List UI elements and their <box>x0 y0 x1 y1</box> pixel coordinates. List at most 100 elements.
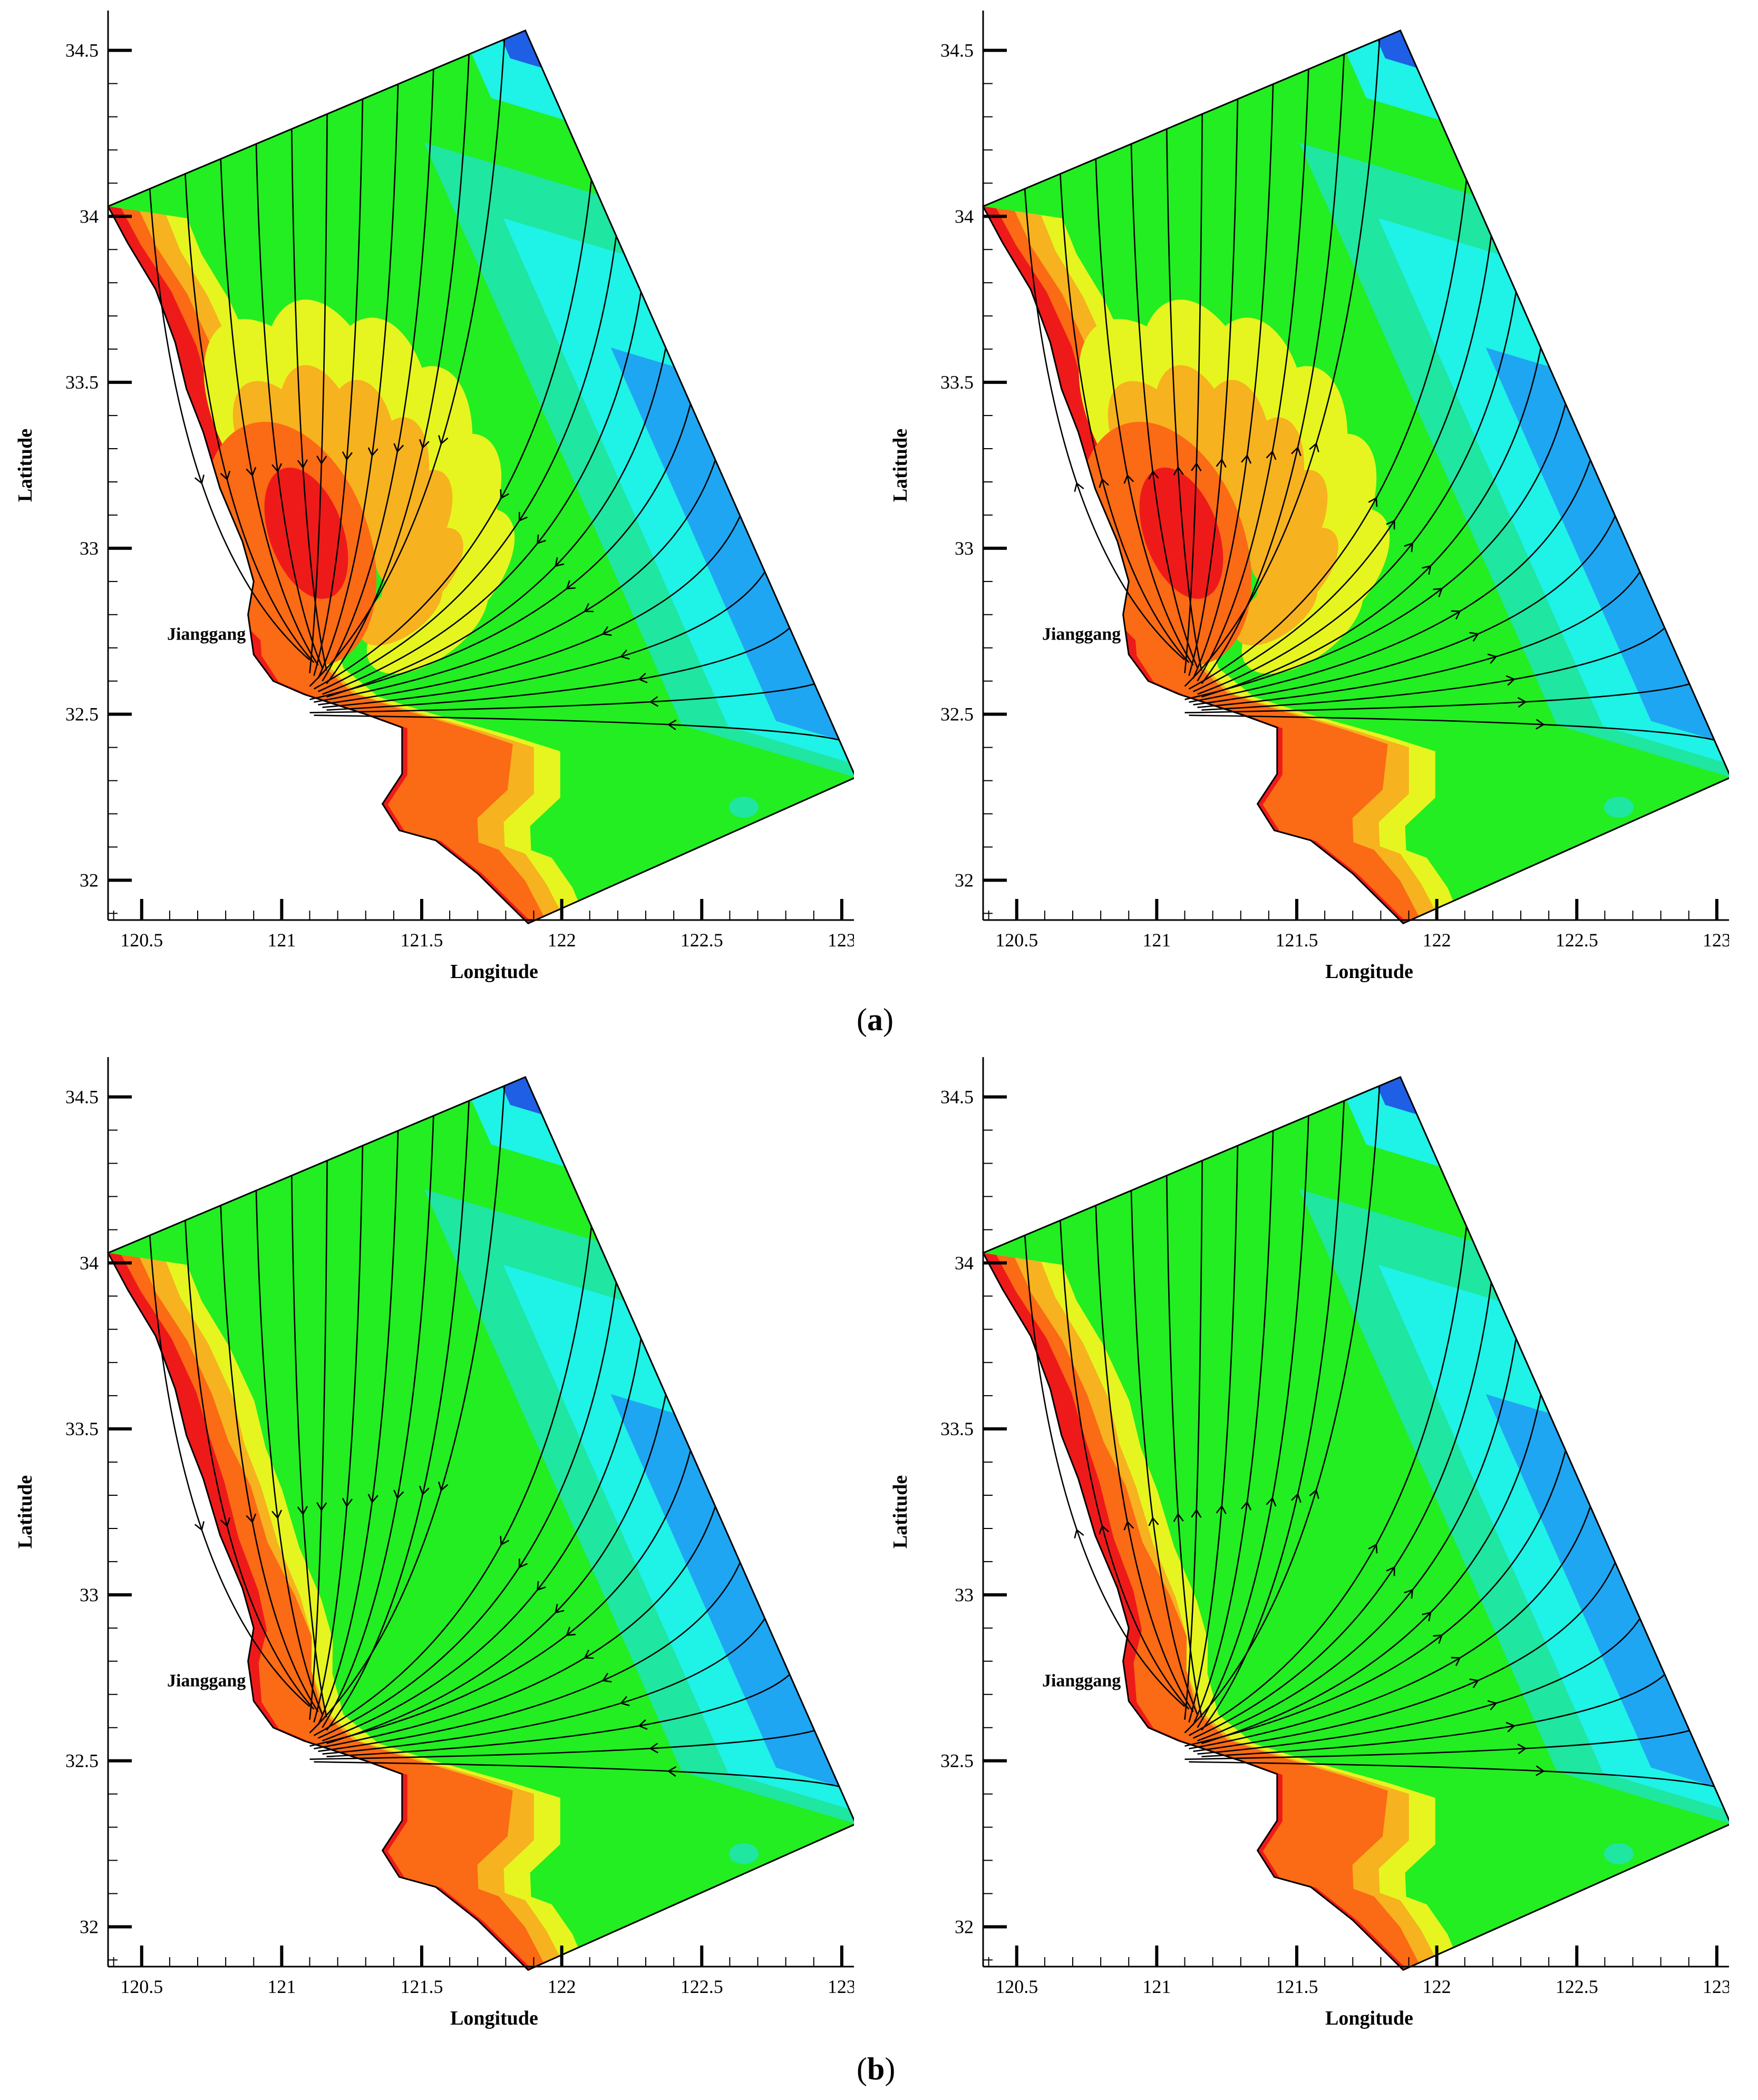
contour-red <box>983 1253 1409 1970</box>
domain-boundary <box>982 1076 1729 1971</box>
streamline-arrow <box>1099 478 1109 488</box>
x-tick-label: 122 <box>1423 1976 1451 1997</box>
streamline-arrow <box>393 1489 404 1499</box>
y-axis-title: Latitude <box>14 429 36 502</box>
axes <box>982 11 1729 921</box>
streamline-arrow <box>1291 1493 1301 1503</box>
y-tick-label: 33.5 <box>65 372 99 393</box>
streamline-arrow <box>638 673 648 683</box>
shoal-red <box>1139 467 1223 599</box>
streamlines <box>1024 1086 1715 1787</box>
y-tick-label: 34.5 <box>65 40 99 61</box>
streamline-arrow <box>1123 474 1134 484</box>
contour-red <box>108 206 533 924</box>
streamline-arrow <box>316 456 327 465</box>
x-axis-title: Longitude <box>450 2007 538 2029</box>
streamline-arrow <box>271 1509 283 1520</box>
map-panel-a-right: 120.5 121 121.5 122 122.5 123 32 32.5 33 33.5 34 34… <box>875 0 1729 991</box>
streamline-arrow <box>649 696 659 707</box>
x-tick-label: 122.5 <box>1556 930 1598 951</box>
streamline-arrow <box>601 626 612 636</box>
streamline-arrow <box>1148 470 1159 480</box>
streamline-arrow <box>1536 1765 1545 1776</box>
y-tick-label: 34.5 <box>940 1087 974 1108</box>
streamline-arrow <box>1404 542 1413 553</box>
contour-orange <box>983 1253 1424 1970</box>
streamline-arrow <box>619 649 630 660</box>
streamline-arrow <box>419 1485 430 1496</box>
contour-fill <box>983 30 1729 924</box>
contour-fill <box>108 1077 854 1970</box>
contour-blue <box>1485 1394 1715 1787</box>
y-tick-label: 32 <box>955 1916 974 1937</box>
place-label-jianggang: Jianggang <box>167 625 246 644</box>
streamline-arrow <box>1487 1700 1498 1710</box>
streamline-arrow <box>1266 450 1277 460</box>
streamline-arrow <box>367 447 378 457</box>
y-tick-label: 34 <box>955 1252 974 1273</box>
x-tick-label: 121.5 <box>401 930 443 951</box>
y-tick-label: 32.5 <box>65 704 99 725</box>
domain-boundary <box>106 1076 854 1971</box>
place-label-jianggang: Jianggang <box>1042 1671 1121 1691</box>
x-tick-label: 121 <box>267 930 296 951</box>
y-tick-label: 32 <box>80 869 99 891</box>
x-tick-label: 123 <box>828 1976 854 1997</box>
caption-a: (a) <box>857 1002 893 1037</box>
axes <box>107 1057 854 1968</box>
shoal-lightorange <box>1250 470 1328 584</box>
streamline-arrow <box>1148 1516 1159 1526</box>
streamline-arrow <box>566 580 576 589</box>
streamline-arrow <box>1517 1743 1527 1755</box>
caption-b: (b) <box>857 2051 896 2086</box>
contour-patch <box>1604 1843 1634 1864</box>
streamline-arrow <box>1368 1543 1378 1554</box>
streamline-arrow <box>1291 446 1301 457</box>
y-tick-label: 32.5 <box>940 1750 974 1772</box>
streamline-arrow <box>1074 482 1084 492</box>
streamline-arrow <box>367 1494 378 1504</box>
streamline-arrow <box>220 470 231 481</box>
streamline-arrow <box>1191 1508 1202 1518</box>
contour-orange <box>108 1253 549 1970</box>
contour-red <box>108 1253 533 1970</box>
streamline-arrow <box>638 1719 648 1730</box>
map-panel-a-left: 120.5 121 121.5 122 122.5 123 32 32.5 33 33.5 34 34… <box>0 0 854 991</box>
streamline-arrow <box>667 1766 677 1777</box>
x-tick-label: 123 <box>1703 1976 1729 1997</box>
contour-blue <box>1485 347 1715 740</box>
contour-fill <box>108 30 854 924</box>
streamline-arrow <box>667 719 677 730</box>
y-tick-label: 33 <box>955 538 974 559</box>
y-tick-label: 32 <box>955 869 974 891</box>
streamline-arrow <box>1368 497 1378 507</box>
x-tick-label: 120.5 <box>120 1976 163 1997</box>
streamline-arrow <box>342 1498 353 1507</box>
streamline-arrow <box>316 1502 327 1512</box>
map-svg: 120.5 121 121.5 122 122.5 123 32 32.5 33 33.5 34 34… <box>14 11 854 983</box>
streamline-arrow <box>1422 1611 1432 1622</box>
streamline-arrow <box>438 435 449 445</box>
y-axis-title: Latitude <box>889 429 911 502</box>
y-tick-label: 32.5 <box>65 1750 99 1772</box>
streamline-arrow <box>1506 675 1516 686</box>
contour-patch <box>729 1843 759 1864</box>
streamline-arrow <box>342 451 353 461</box>
shoal-lightorange <box>375 470 453 584</box>
y-tick-label: 33.5 <box>940 372 974 393</box>
x-tick-label: 122.5 <box>681 1976 723 1997</box>
streamline-arrow <box>566 1627 576 1636</box>
y-tick-label: 34 <box>80 206 99 227</box>
streamline-arrow <box>500 489 510 499</box>
y-tick-label: 33 <box>80 538 99 559</box>
streamline-arrow <box>1216 458 1227 468</box>
streamline-arrow <box>555 1603 565 1614</box>
streamline-arrow <box>537 534 546 545</box>
shoal-red <box>264 467 348 599</box>
streamline-arrow <box>438 1482 449 1492</box>
streamlines <box>1024 39 1715 741</box>
streamline-arrow <box>1487 653 1498 664</box>
place-label-jianggang: Jianggang <box>167 1671 246 1691</box>
y-tick-label: 34 <box>80 1252 99 1273</box>
contour-red <box>983 206 1409 924</box>
